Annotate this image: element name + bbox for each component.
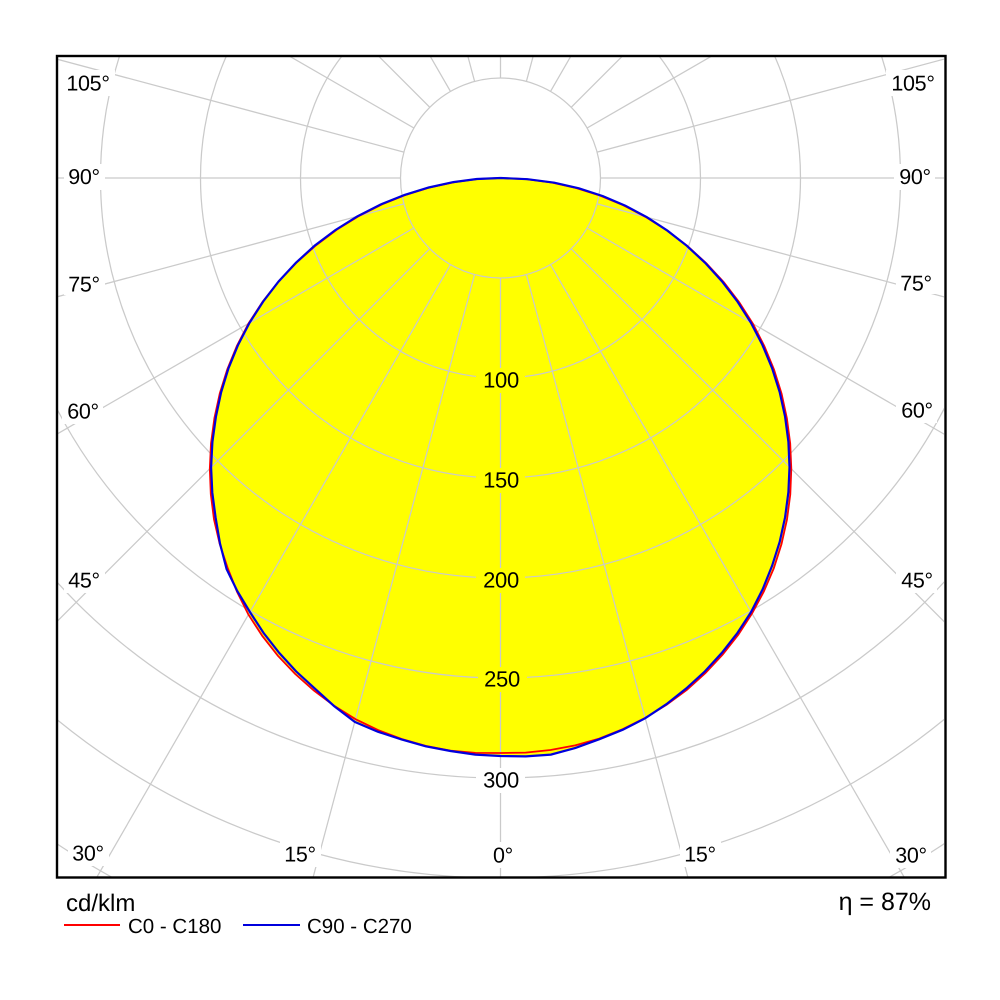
svg-text:75°: 75° bbox=[900, 271, 932, 295]
svg-text:105°: 105° bbox=[66, 71, 109, 95]
svg-text:150: 150 bbox=[483, 468, 519, 493]
svg-text:45°: 45° bbox=[901, 568, 933, 592]
svg-text:60°: 60° bbox=[67, 399, 99, 423]
svg-text:15°: 15° bbox=[284, 842, 316, 866]
svg-text:60°: 60° bbox=[901, 398, 933, 422]
svg-text:C0 - C180: C0 - C180 bbox=[128, 915, 221, 938]
svg-text:cd/klm: cd/klm bbox=[66, 890, 135, 917]
svg-text:75°: 75° bbox=[68, 272, 100, 296]
svg-text:200: 200 bbox=[483, 568, 519, 593]
svg-text:η = 87%: η = 87% bbox=[839, 888, 931, 916]
svg-text:30°: 30° bbox=[895, 843, 927, 867]
svg-text:100: 100 bbox=[483, 368, 519, 393]
svg-text:C90 - C270: C90 - C270 bbox=[307, 915, 412, 938]
svg-text:15°: 15° bbox=[684, 842, 716, 866]
svg-text:0°: 0° bbox=[493, 843, 513, 867]
svg-text:250: 250 bbox=[484, 667, 520, 692]
svg-text:45°: 45° bbox=[68, 568, 100, 592]
svg-text:90°: 90° bbox=[68, 165, 100, 189]
svg-text:300: 300 bbox=[483, 768, 519, 793]
svg-text:105°: 105° bbox=[891, 71, 934, 95]
svg-text:90°: 90° bbox=[899, 165, 931, 189]
svg-text:30°: 30° bbox=[72, 841, 104, 865]
